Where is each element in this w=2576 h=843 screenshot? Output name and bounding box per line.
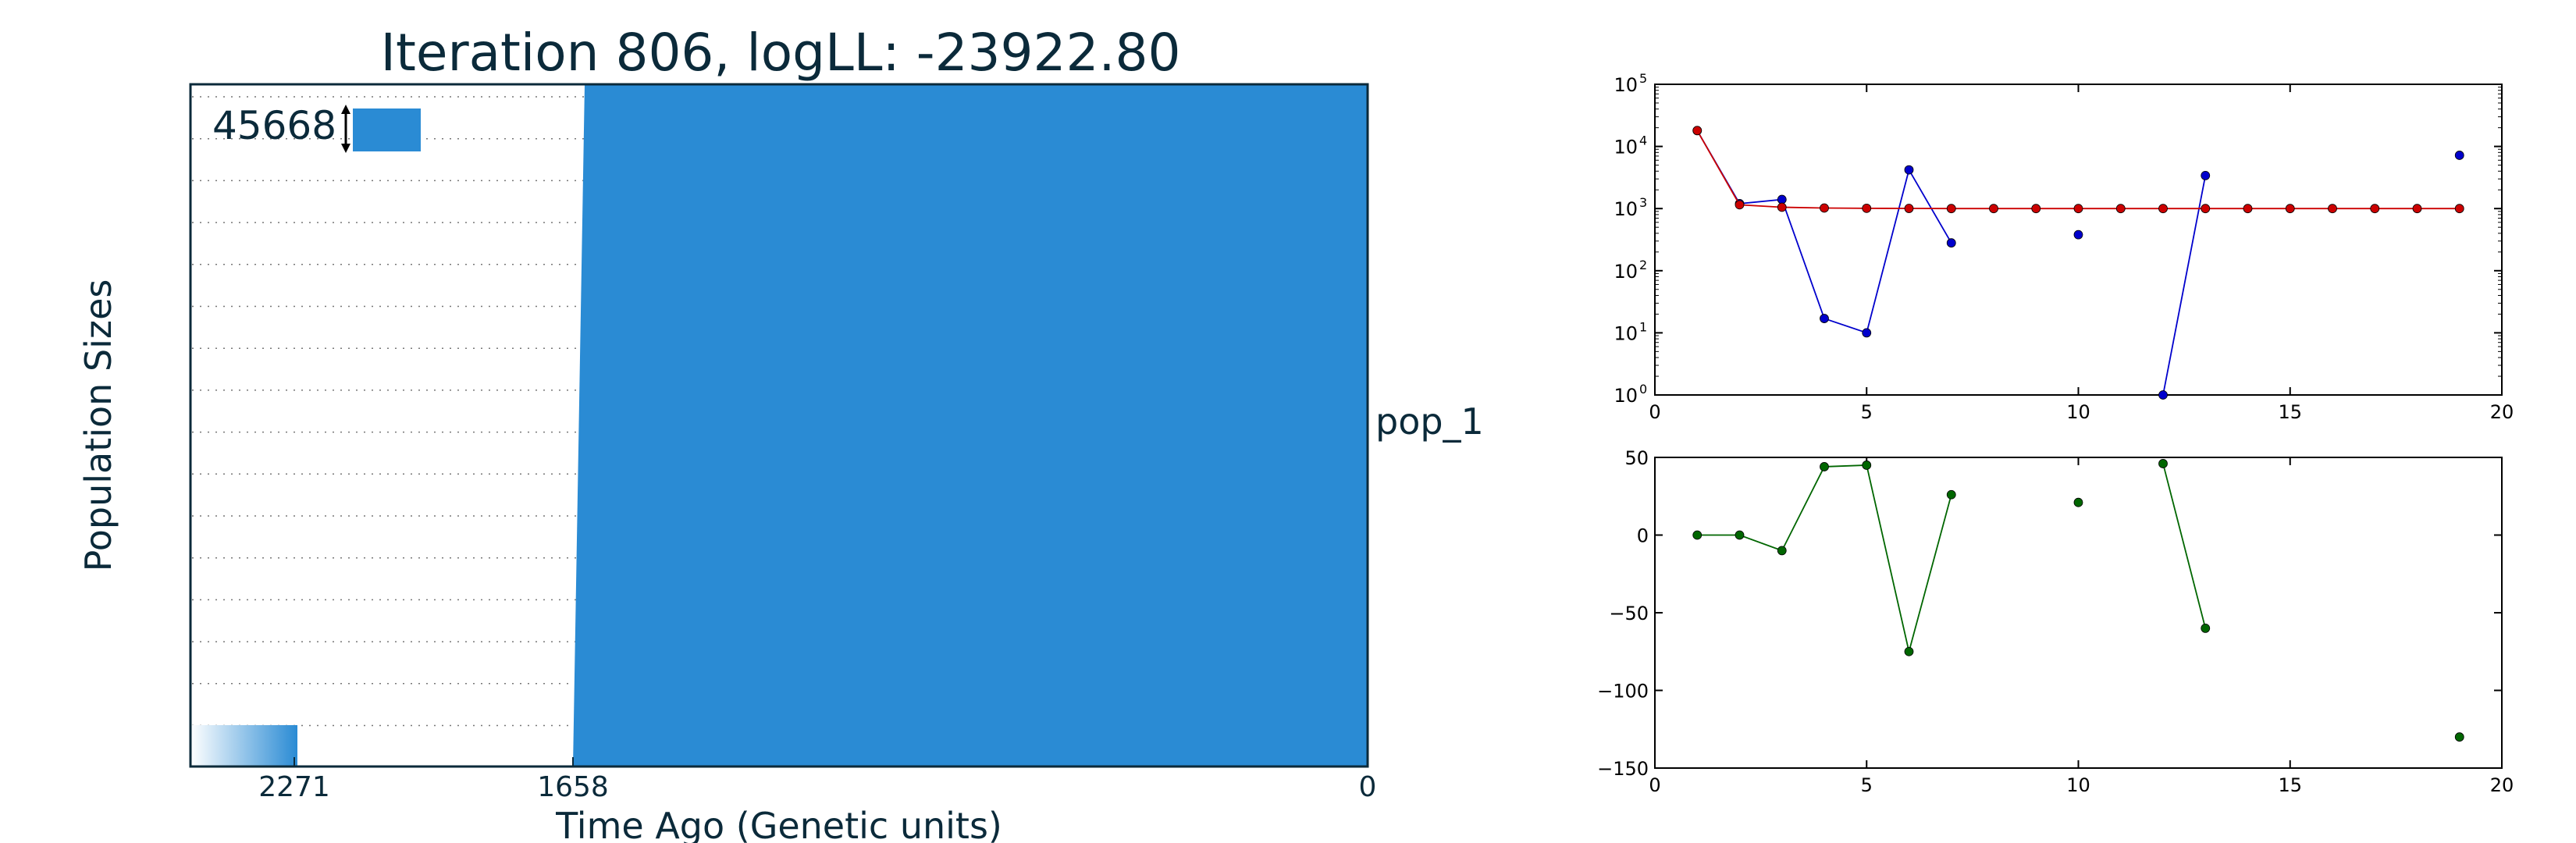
x-tick-label: 1658 xyxy=(537,771,609,803)
data-point xyxy=(2201,624,2211,633)
x-tick-label: 10 xyxy=(2066,401,2090,423)
scale-bar-arrow-head-up xyxy=(341,105,350,114)
data-point xyxy=(1862,328,1872,338)
data-point xyxy=(1946,489,1956,500)
data-point xyxy=(1777,194,1787,205)
data-point xyxy=(2370,204,2380,214)
plot-frame xyxy=(1654,84,2503,396)
y-tick-exponent: 0 xyxy=(1639,382,1647,397)
data-point xyxy=(2454,204,2464,214)
data-point xyxy=(1904,646,1914,656)
data-point xyxy=(1904,165,1914,175)
y-tick-label: 50 xyxy=(1624,447,1649,469)
scale-bar-arrow-head-down xyxy=(341,144,350,153)
data-point xyxy=(1777,546,1787,556)
scale-bar-block xyxy=(353,108,421,151)
x-tick-label: 20 xyxy=(2490,774,2514,796)
y-tick-exponent: 2 xyxy=(1639,258,1647,272)
data-point xyxy=(2285,204,2295,214)
series-line xyxy=(1696,130,1952,334)
y-tick-base: 10 xyxy=(1614,261,1638,283)
x-tick-label: 20 xyxy=(2490,401,2514,423)
data-point xyxy=(1777,202,1787,212)
data-point xyxy=(2454,151,2464,160)
data-point xyxy=(1862,461,1872,470)
data-point xyxy=(2201,170,2211,180)
data-point xyxy=(2073,497,2083,507)
series-line xyxy=(2162,463,2207,629)
y-tick-base: 10 xyxy=(1614,385,1638,407)
scale-bar-label: 45668 xyxy=(212,103,336,148)
time-gradient-swatch xyxy=(190,725,297,767)
axis-ticks: 0 5 10 15 20 50 0 −50 −100 −150 xyxy=(1597,447,2514,796)
data-point xyxy=(1904,204,1914,213)
data-point xyxy=(1692,530,1703,540)
data-point xyxy=(1989,204,1998,214)
x-tick-label: 5 xyxy=(1861,401,1873,423)
data-point xyxy=(1862,203,1872,213)
grid-lines xyxy=(192,96,1366,727)
x-tick-label: 0 xyxy=(1649,774,1660,796)
difference-chart: 0 5 10 15 20 50 0 −50 −100 −150 xyxy=(1597,447,2514,796)
data-point xyxy=(1820,462,1829,471)
chart-title: Iteration 806, logLL: -23922.80 xyxy=(381,23,1181,83)
data-point xyxy=(1735,530,1745,540)
y-tick-base: 10 xyxy=(1614,74,1638,96)
y-tick-base: 10 xyxy=(1614,137,1638,158)
data-point xyxy=(2158,390,2168,400)
x-tick-label: 2271 xyxy=(258,771,330,803)
x-tick-label: 5 xyxy=(1861,774,1873,796)
y-tick-exponent: 1 xyxy=(1639,319,1647,334)
x-tick-label: 10 xyxy=(2066,774,2090,796)
y-tick-exponent: 5 xyxy=(1639,71,1647,86)
data-point xyxy=(2328,204,2337,214)
data-point xyxy=(2201,204,2211,214)
series-label: pop_1 xyxy=(1375,400,1484,443)
y-axis-label: Population Sizes xyxy=(77,279,119,572)
data-point xyxy=(2115,204,2126,214)
data-point xyxy=(2073,204,2083,214)
population-area xyxy=(573,84,1368,767)
data-point xyxy=(1692,126,1703,136)
y-tick-base: 10 xyxy=(1614,198,1638,220)
y-tick-label: −150 xyxy=(1597,758,1649,780)
data-point xyxy=(2031,204,2041,214)
data-point xyxy=(2412,204,2422,214)
series-line xyxy=(1697,464,1952,652)
data-point xyxy=(2073,229,2083,240)
x-tick-label: 0 xyxy=(1359,771,1377,803)
y-tick-exponent: 3 xyxy=(1639,195,1647,210)
data-point xyxy=(1820,203,1829,213)
data-point xyxy=(1820,314,1829,323)
series-layer xyxy=(1692,126,2464,400)
data-point xyxy=(2158,459,2168,468)
y-tick-label: −100 xyxy=(1597,681,1649,702)
x-tick-label: 15 xyxy=(2278,401,2302,423)
data-point xyxy=(2158,204,2168,214)
x-tick-label: 0 xyxy=(1649,401,1660,423)
data-point xyxy=(1946,238,1956,248)
series-line xyxy=(1696,130,2460,210)
y-tick-label: −50 xyxy=(1609,603,1649,624)
scale-bar: 45668 xyxy=(212,103,421,153)
population-chart: Iteration 806, logLL: -23922.80 45668 22… xyxy=(77,23,1484,843)
y-tick-base: 10 xyxy=(1614,322,1638,344)
series-layer xyxy=(1692,459,2464,742)
y-tick-label: 0 xyxy=(1637,525,1649,547)
x-tick-label: 15 xyxy=(2278,774,2302,796)
data-point xyxy=(2454,732,2464,742)
series-line xyxy=(2162,175,2207,396)
plot-frame xyxy=(189,83,1369,768)
data-point xyxy=(1946,204,1956,214)
data-point xyxy=(1735,200,1745,210)
x-axis-label: Time Ago (Genetic units) xyxy=(555,805,1002,843)
y-tick-exponent: 4 xyxy=(1639,133,1647,148)
data-point xyxy=(2243,204,2253,214)
